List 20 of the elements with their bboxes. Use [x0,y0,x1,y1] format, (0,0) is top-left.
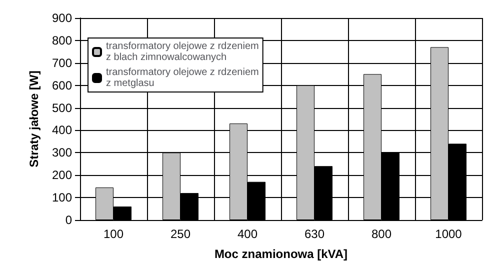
y-axis-title: Straty jałowe [W] [27,70,41,168]
x-tick-label: 400 [237,227,258,241]
x-tick-label: 800 [371,227,392,241]
x-tick-label: 630 [304,227,325,241]
legend-label: transformatory olejowe z rdzeniem z blach zimnowalcowanych [106,41,259,63]
y-tick-label: 300 [52,146,72,160]
y-tick-label: 700 [52,56,72,70]
y-tick-label: 900 [52,11,72,25]
x-tick-label: 1000 [435,227,462,241]
y-tick-label: 600 [52,78,72,92]
x-tick-label: 100 [103,227,124,241]
y-tick-label: 200 [52,168,72,182]
y-tick-label: 400 [52,123,72,138]
y-tick-label: 500 [52,100,72,115]
y-tick-label: 800 [52,33,72,48]
x-tick-label: 250 [170,227,191,241]
x-axis-title: Moc znamionowa [kVA] [214,247,348,261]
legend-label: transformatory olejowe z rdzeniem z metglasu [106,67,259,89]
y-tick-label: 0 [65,213,72,227]
y-tick-label: 100 [52,190,72,205]
